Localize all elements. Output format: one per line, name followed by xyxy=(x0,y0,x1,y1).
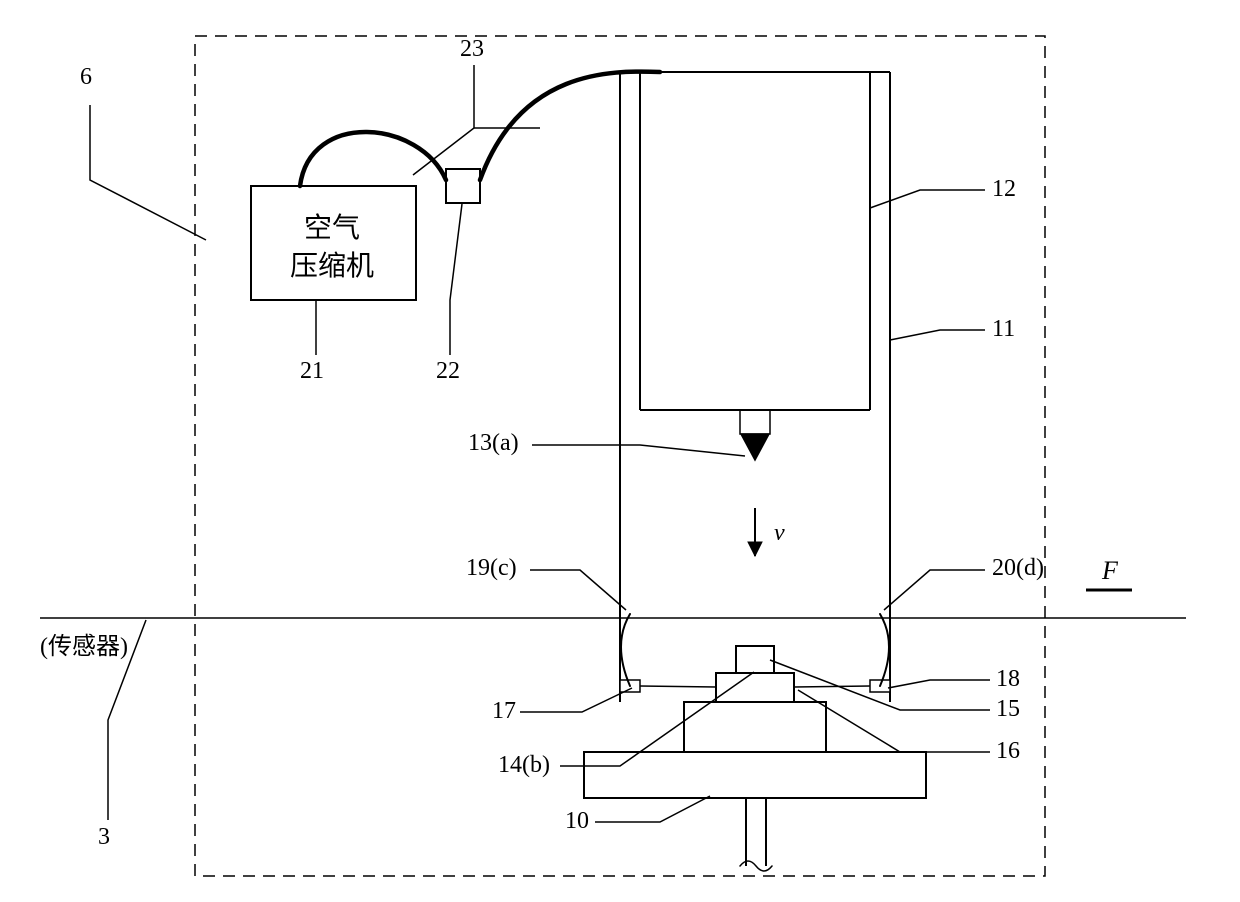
label-10: 10 xyxy=(565,808,589,835)
diagram-stage: 6 23 12 11 21 22 13(a) 19(c) 20(d) (传感器)… xyxy=(0,0,1240,902)
label-17: 17 xyxy=(492,698,516,725)
label-11: 11 xyxy=(992,316,1015,343)
label-23: 23 xyxy=(460,36,484,63)
compressor-text-2: 压缩机 xyxy=(290,244,374,284)
label-sensor: (传感器) xyxy=(40,626,128,661)
label-v: v xyxy=(774,520,785,547)
label-6: 6 xyxy=(80,64,92,91)
label-19c: 19(c) xyxy=(466,555,517,582)
label-15: 15 xyxy=(996,696,1020,723)
label-13a: 13(a) xyxy=(468,430,519,457)
label-3: 3 xyxy=(98,824,110,851)
label-14b: 14(b) xyxy=(498,752,550,779)
diagram-svg xyxy=(0,0,1240,902)
label-12: 12 xyxy=(992,176,1016,203)
label-16: 16 xyxy=(996,738,1020,765)
label-20d: 20(d) xyxy=(992,555,1044,582)
label-21: 21 xyxy=(300,358,324,385)
compressor-text-1: 空气 xyxy=(304,206,360,246)
label-F: F xyxy=(1102,556,1118,586)
label-22: 22 xyxy=(436,358,460,385)
label-18: 18 xyxy=(996,666,1020,693)
